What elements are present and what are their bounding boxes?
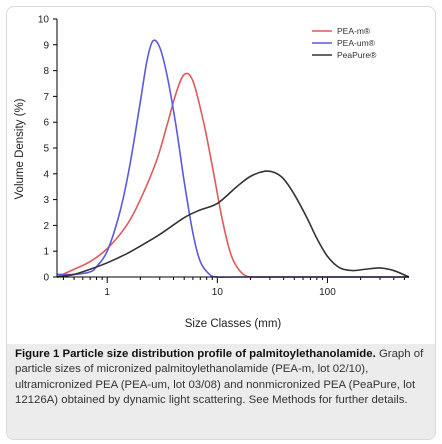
caption-box: Figure 1 Particle size distribution prof… xyxy=(7,344,435,439)
y-tick-label: 1 xyxy=(43,247,49,258)
y-tick-label: 6 xyxy=(43,118,49,129)
legend-label-3: PeaPure® xyxy=(337,50,377,60)
y-axis-ticks: 0 1 2 3 4 5 6 7 8 9 10 xyxy=(38,15,57,284)
series-lines xyxy=(56,39,410,278)
series-line-3 xyxy=(56,170,410,278)
x-tick-label: 1 xyxy=(104,287,110,298)
y-tick-label: 10 xyxy=(38,15,50,26)
legend-label-2: PEA-um® xyxy=(337,38,376,48)
x-tick-label: 10 xyxy=(212,287,224,298)
y-tick-label: 9 xyxy=(43,40,49,51)
figure-panel: 0 1 2 3 4 5 6 7 8 9 10 1 10 100 Volume Density (%) S… xyxy=(6,6,436,440)
particle-size-chart: 0 1 2 3 4 5 6 7 8 9 10 1 10 100 Volume Density (%) S… xyxy=(14,15,410,330)
x-axis-ticks: 1 10 100 xyxy=(62,277,405,298)
y-tick-label: 7 xyxy=(43,92,49,103)
y-tick-label: 3 xyxy=(43,195,49,206)
caption-text: Graph of particle sizes of micronized pa… xyxy=(15,348,424,407)
y-tick-label: 4 xyxy=(43,169,49,180)
series-line-2 xyxy=(56,39,409,278)
figure-caption: Figure 1 Particle size distribution prof… xyxy=(15,347,429,409)
y-axis-title: Volume Density (%) xyxy=(14,98,26,199)
legend: PEA-m® PEA-um® PeaPure® xyxy=(312,26,377,60)
x-tick-label: 100 xyxy=(319,287,336,298)
y-tick-label: 5 xyxy=(43,144,49,155)
legend-label-1: PEA-m® xyxy=(337,26,371,36)
y-tick-label: 0 xyxy=(43,273,49,284)
caption-label: Figure 1 Particle size distribution prof… xyxy=(15,348,376,360)
x-axis-title: Size Classes (mm) xyxy=(185,318,282,330)
y-tick-label: 8 xyxy=(43,66,49,77)
y-tick-label: 2 xyxy=(43,221,49,232)
